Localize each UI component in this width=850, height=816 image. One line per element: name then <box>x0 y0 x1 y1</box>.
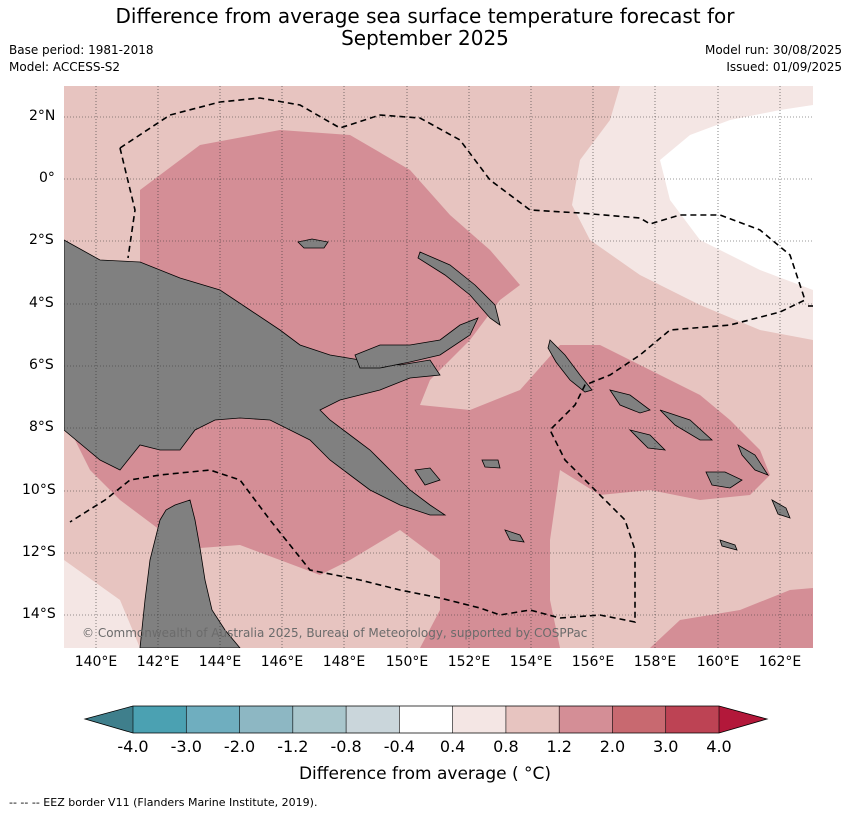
lat-label: 14°S <box>22 606 56 622</box>
colorbar-segment <box>665 706 720 733</box>
map-title-line1: Difference from average sea surface temp… <box>115 4 735 28</box>
eez-border-line-west <box>119 147 136 259</box>
base-period: Base period: 1981-2018 <box>9 43 154 57</box>
colorbar-title: Difference from average ( °C) <box>298 764 552 784</box>
colorbar-tick-label: 0.4 <box>439 737 466 756</box>
anomaly-0.4-0.8-region-sw <box>64 560 140 648</box>
colorbar-tick-label: 2.0 <box>599 737 626 756</box>
solomon-island-6 <box>771 499 791 519</box>
lon-label: 146°E <box>260 654 304 670</box>
lon-label: 142°E <box>136 654 180 670</box>
lat-label: 8°S <box>29 419 54 435</box>
new-britain-land <box>354 317 479 369</box>
manus-island <box>297 238 329 249</box>
solomon-island-2 <box>659 409 714 441</box>
trobriand-island <box>481 459 501 469</box>
lon-label: 160°E <box>696 654 740 670</box>
lat-label: 2°S <box>29 232 54 248</box>
copyright-notice: © Commonwealth of Australia 2025, Bureau… <box>82 626 588 640</box>
bougainville-island <box>547 339 593 393</box>
colorbar-tick-label: -0.8 <box>330 737 362 756</box>
lon-label: 154°E <box>509 654 553 670</box>
map-area <box>64 86 813 648</box>
colorbar-tick-label: 3.0 <box>652 737 679 756</box>
colorbar-tick-label: -0.4 <box>383 737 415 756</box>
lat-label: 12°S <box>22 544 56 560</box>
new-guinea-land <box>64 239 447 516</box>
colorbar-tick-label: 4.0 <box>706 737 732 756</box>
meta-right: Model run: 30/08/2025 Issued: 01/09/2025 <box>705 42 842 76</box>
eez-legend-footer: -- -- -- EEZ border V11 (Flanders Marine… <box>9 796 318 809</box>
colorbar-extension-low <box>85 706 133 733</box>
solomon-island-1 <box>609 389 651 414</box>
lon-label: 152°E <box>447 654 491 670</box>
colorbar-segment <box>292 706 347 733</box>
rennell-island <box>719 539 738 551</box>
meta-left: Base period: 1981-2018 Model: ACCESS-S2 <box>9 42 154 76</box>
dentrecasteaux-island <box>414 467 441 486</box>
colorbar-tick-label: -4.0 <box>117 737 149 756</box>
eez-border-line <box>69 97 806 623</box>
colorbar-segment <box>133 706 187 733</box>
colorbar-tick-label: 0.8 <box>493 737 519 756</box>
lon-label: 140°E <box>74 654 118 670</box>
lon-label: 150°E <box>385 654 429 670</box>
map-gridlines <box>64 86 813 648</box>
lon-label: 148°E <box>322 654 366 670</box>
lat-label: 4°S <box>29 295 54 311</box>
solomon-island-3 <box>628 429 667 451</box>
colorbar-segment <box>505 706 560 733</box>
map-title-line2: September 2025 <box>341 26 509 50</box>
lon-label: 158°E <box>633 654 677 670</box>
colorbar <box>83 705 769 734</box>
anomaly-1.2-2.0-region-se <box>650 588 813 648</box>
model-run: Model run: 30/08/2025 <box>704 43 842 57</box>
model-name: Model: ACCESS-S2 <box>9 60 121 74</box>
lat-label: 2°N <box>29 108 56 124</box>
colorbar-segment <box>452 706 507 733</box>
lon-label: 144°E <box>198 654 242 670</box>
solomon-island-5 <box>705 471 743 489</box>
lon-label: 162°E <box>758 654 802 670</box>
colorbar-tick-label: -1.2 <box>277 737 309 756</box>
cape-york-land <box>139 499 241 648</box>
issued-date: Issued: 01/09/2025 <box>726 60 842 74</box>
colorbar-segment <box>399 706 454 733</box>
colorbar-tick-label: 1.2 <box>546 737 572 756</box>
lat-label: 0° <box>39 170 55 186</box>
louisiade-island <box>504 529 525 543</box>
colorbar-segment <box>559 706 613 733</box>
solomon-island-4 <box>737 444 770 476</box>
colorbar-segment <box>346 706 400 733</box>
anomaly-near-normal-region <box>660 105 813 290</box>
lon-label: 156°E <box>571 654 615 670</box>
lat-label: 6°S <box>29 357 54 373</box>
anomaly-1.2-2.0-region <box>75 130 770 648</box>
colorbar-segment <box>186 706 241 733</box>
lat-label: 10°S <box>22 482 56 498</box>
colorbar-segment <box>239 706 294 733</box>
colorbar-tick-label: -3.0 <box>170 737 202 756</box>
colorbar-extension-high <box>719 706 767 733</box>
new-ireland-land <box>417 251 501 326</box>
colorbar-segment <box>612 706 667 733</box>
colorbar-tick-label: -2.0 <box>223 737 256 756</box>
